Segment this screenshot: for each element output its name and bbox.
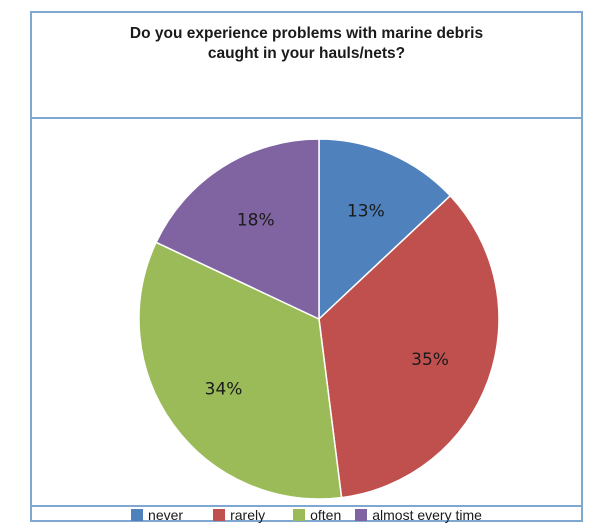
legend-swatch-almost-every-time [355,509,368,521]
pie-slice-never [318,138,452,321]
legend-item-never: never [131,507,183,523]
legend-label-never: never [148,507,184,523]
legend-item-often: often [293,507,341,523]
legend-label-rarely: rarely [230,507,266,523]
legend: never rarely often almost every time [32,507,581,523]
slice-label-almost-every-time: 18% [237,210,275,230]
slice-label-often: 34% [205,379,243,399]
pie-slice-almost-every-time [155,138,320,321]
legend-swatch-never [131,509,144,521]
chart-frame [30,11,583,522]
title-divider [30,117,583,119]
chart-title-box: Do you experience problems with marine d… [32,13,581,117]
legend-swatch-often [293,509,306,521]
legend-label-often: often [310,507,342,523]
slice-label-rarely: 35% [411,350,449,370]
legend-label-almost-every-time: almost every time [372,507,482,523]
legend-divider [30,505,583,507]
chart-title: Do you experience problems with marine d… [129,25,484,62]
legend-swatch-rarely [213,509,226,521]
pie-chart: 13% 35% 34% 18% [138,138,500,500]
legend-item-almost-every-time: almost every time [355,507,482,523]
pie-slice-rarely [318,194,500,499]
legend-item-rarely: rarely [213,507,265,523]
slice-label-never: 13% [347,202,385,222]
